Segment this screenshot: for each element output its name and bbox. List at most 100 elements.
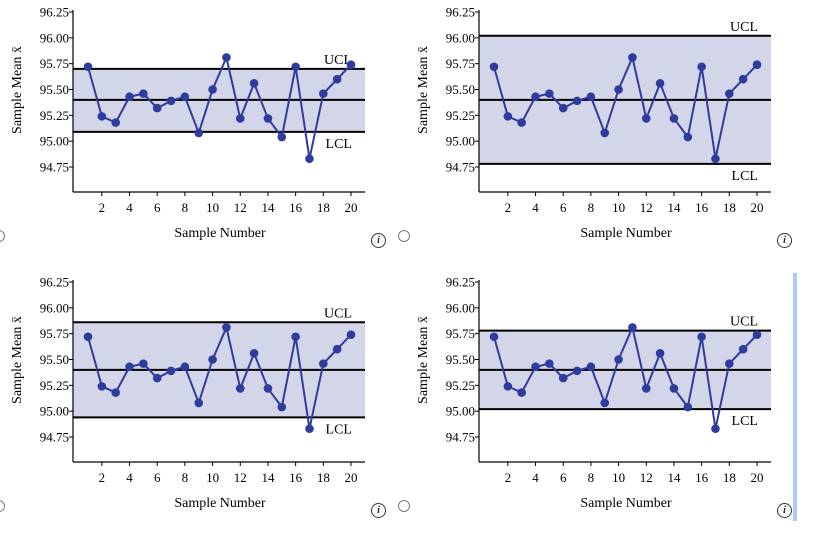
data-point <box>711 424 720 434</box>
data-point <box>738 74 748 84</box>
x-tick-label: 16 <box>695 200 709 215</box>
ucl-label: UCL <box>730 315 758 330</box>
x-tick-label: 14 <box>667 200 681 215</box>
x-tick-label: 4 <box>126 200 133 215</box>
y-tick-label: 95.00 <box>446 134 475 149</box>
data-point <box>139 359 148 368</box>
data-point <box>291 332 300 342</box>
x-tick-label: 20 <box>345 470 358 485</box>
x-tick-label: 16 <box>289 470 303 485</box>
option-b-panel: 96.25 96.00 95.75 95.50 95.25 95.00 94.75 2 4 6 8 1… <box>406 0 812 270</box>
x-tick-label: 10 <box>612 200 625 215</box>
y-tick-label: 96.00 <box>446 30 475 45</box>
y-tick-label: 95.75 <box>40 56 69 71</box>
data-point <box>697 62 706 72</box>
x-tick-label: 8 <box>588 470 595 485</box>
info-icon[interactable]: i <box>777 233 792 248</box>
x-tick-label: 6 <box>560 470 567 485</box>
data-point <box>249 79 259 88</box>
info-icon[interactable]: i <box>777 503 792 518</box>
info-icon[interactable]: i <box>371 233 386 248</box>
y-tick-label: 95.50 <box>446 82 475 97</box>
data-point <box>139 89 148 98</box>
option-d-radio[interactable] <box>398 500 410 512</box>
data-point <box>111 118 120 127</box>
data-point <box>725 89 734 98</box>
x-tick-label: 8 <box>182 470 189 485</box>
x-axis-label: Sample Number <box>580 226 672 241</box>
data-point <box>235 384 245 393</box>
x-tick-label: 8 <box>182 200 189 215</box>
data-point <box>517 388 526 397</box>
x-tick-label: 16 <box>289 200 303 215</box>
y-axis-label: Sample Mean x̄ <box>416 316 431 404</box>
x-tick-label: 12 <box>234 200 247 215</box>
data-point <box>222 53 231 62</box>
x-tick-label: 2 <box>505 470 512 485</box>
x-tick-label: 12 <box>640 470 653 485</box>
data-point <box>669 114 679 123</box>
x-tick-label: 20 <box>751 200 764 215</box>
x-tick-label: 18 <box>723 200 736 215</box>
data-point <box>208 355 217 364</box>
data-point <box>641 384 651 393</box>
data-point <box>319 89 328 98</box>
data-point <box>572 366 582 376</box>
x-tick-label: 14 <box>261 200 275 215</box>
y-axis-label: Sample Mean x̄ <box>416 46 431 134</box>
data-point <box>152 103 162 113</box>
data-point <box>572 96 582 106</box>
data-point <box>97 382 107 391</box>
x-tick-label: 10 <box>206 200 219 215</box>
control-chart-b: 96.25 96.00 95.75 95.50 95.25 95.00 94.75 2 4 6 8 1… <box>416 5 771 241</box>
control-chart-d: 96.25 96.00 95.75 95.50 95.25 95.00 94.75 2 4 6 8 1… <box>416 275 771 511</box>
control-chart-a: 96.25 96.00 95.75 95.50 95.25 95.00 94.75 2 4 6 8 1… <box>10 5 365 241</box>
x-tick-label: 10 <box>612 470 625 485</box>
x-tick-label: 20 <box>345 200 358 215</box>
scrollbar[interactable] <box>793 273 797 521</box>
data-point <box>531 362 540 372</box>
x-tick-label: 10 <box>206 470 219 485</box>
data-point <box>586 362 596 372</box>
x-tick-label: 18 <box>317 470 330 485</box>
y-tick-label: 94.75 <box>446 430 475 445</box>
data-point <box>305 154 314 164</box>
data-point <box>166 96 176 106</box>
data-point <box>235 114 245 123</box>
data-point <box>263 384 273 393</box>
data-point <box>332 74 342 84</box>
option-b-radio[interactable] <box>398 230 410 242</box>
data-point <box>752 330 762 339</box>
x-axis-label: Sample Number <box>174 496 266 511</box>
data-point <box>208 85 217 94</box>
data-point <box>503 112 513 121</box>
option-d-panel: 96.25 96.00 95.75 95.50 95.25 95.00 94.75 2 4 6 8 1… <box>406 270 812 540</box>
data-point <box>83 62 93 72</box>
x-tick-label: 18 <box>317 200 330 215</box>
data-point <box>125 362 134 372</box>
y-tick-label: 95.25 <box>40 378 69 393</box>
y-axis-label: Sample Mean x̄ <box>10 316 25 404</box>
data-point <box>346 60 356 69</box>
y-tick-label: 96.00 <box>40 300 69 315</box>
x-tick-label: 4 <box>532 200 539 215</box>
y-tick-label: 96.25 <box>40 275 69 290</box>
data-point <box>180 362 190 372</box>
y-tick-label: 94.75 <box>40 430 69 445</box>
data-point <box>346 330 356 339</box>
x-axis-label: Sample Number <box>580 496 672 511</box>
data-point <box>277 132 287 142</box>
x-tick-label: 6 <box>154 470 161 485</box>
data-point <box>319 359 328 368</box>
y-tick-label: 95.25 <box>40 108 69 123</box>
y-tick-label: 95.50 <box>40 82 69 97</box>
y-tick-label: 96.25 <box>446 275 475 290</box>
y-axis-label: Sample Mean x̄ <box>10 46 25 134</box>
y-tick-label: 95.50 <box>446 352 475 367</box>
option-c-panel: 96.25 96.00 95.75 95.50 95.25 95.00 94.75 2 4 6 8 1… <box>0 270 406 540</box>
y-tick-label: 95.75 <box>446 56 475 71</box>
ucl-label: UCL <box>324 53 352 68</box>
info-icon[interactable]: i <box>371 503 386 518</box>
data-point <box>531 92 540 102</box>
data-point <box>97 112 107 121</box>
